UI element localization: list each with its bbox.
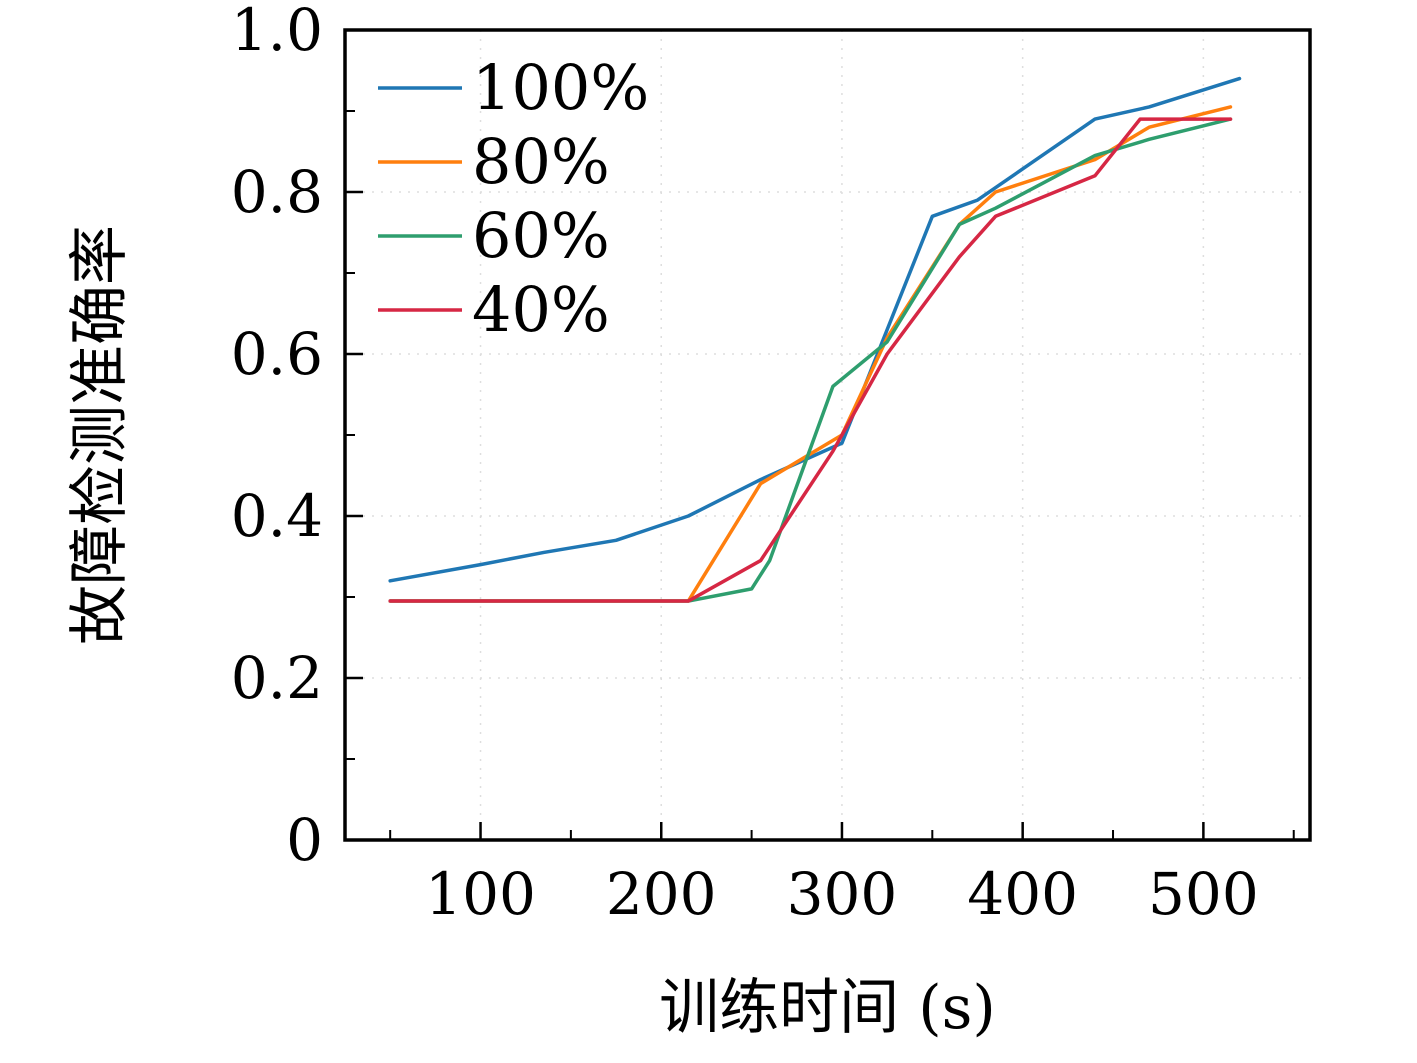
series-line-40% <box>388 117 1233 603</box>
x-tick-label: 500 <box>1148 860 1259 928</box>
legend-label-40%: 40% <box>472 273 610 346</box>
legend-label-80%: 80% <box>472 125 610 198</box>
series-line-60% <box>388 117 1233 603</box>
y-tick-label: 0.6 <box>231 320 323 388</box>
x-tick-label: 300 <box>787 860 898 928</box>
y-tick-label: 0.4 <box>231 482 323 550</box>
x-axis-title: 训练时间 (s) <box>659 973 996 1043</box>
x-tick-label: 200 <box>606 860 717 928</box>
x-tick-label: 400 <box>967 860 1078 928</box>
y-tick-label: 0.2 <box>231 644 323 712</box>
legend-label-100%: 100% <box>472 51 649 124</box>
x-tick-label: 100 <box>425 860 536 928</box>
legend-label-60%: 60% <box>472 199 610 272</box>
y-tick-label: 1.0 <box>231 0 323 64</box>
y-axis-title: 故障检测准确率 <box>65 225 135 645</box>
y-tick-label: 0.8 <box>231 158 323 226</box>
y-tick-label: 0 <box>286 806 323 874</box>
